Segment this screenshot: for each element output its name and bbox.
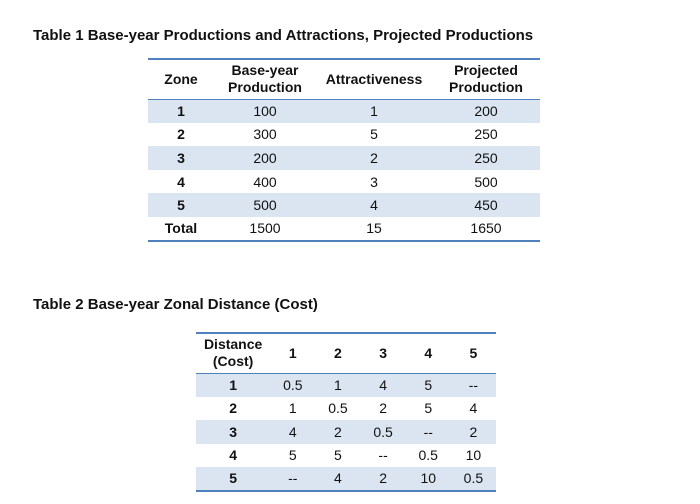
distance-cell: 0.5 xyxy=(328,400,348,417)
distance-cell: 5 xyxy=(288,447,297,464)
table-row: 1 0.5 1 4 5 -- xyxy=(196,373,496,397)
column-header: 2 xyxy=(315,333,361,374)
distance-cell: 10 xyxy=(405,467,451,492)
base-production-cell: 300 xyxy=(253,126,277,143)
distance-cell: 4 xyxy=(270,420,316,444)
projected-production-header: Projected Production xyxy=(432,59,540,100)
attractiveness-cell: 3 xyxy=(370,173,378,190)
projected-header-line1: Projected xyxy=(454,62,518,79)
attractiveness-cell: 4 xyxy=(316,193,432,217)
projected-production-cell: 250 xyxy=(432,146,540,170)
base-production-cell: 400 xyxy=(253,173,277,190)
base-production-cell: 100 xyxy=(214,99,316,123)
base-year-header-line2: Production xyxy=(228,79,302,96)
distance-cell: 5 xyxy=(334,447,342,464)
table-row: 5 500 4 450 xyxy=(148,193,540,217)
table-row: 2 300 5 250 xyxy=(148,123,540,147)
zone-cell: 1 xyxy=(148,99,214,123)
base-production-cell: 200 xyxy=(214,146,316,170)
table1-header-row: Zone Base-year Production Attractiveness… xyxy=(148,59,540,100)
distance-cell: -- xyxy=(378,447,388,464)
distance-cell: 1 xyxy=(315,373,361,397)
distance-cell: 4 xyxy=(360,373,406,397)
column-header: 5 xyxy=(450,333,496,374)
distance-cell: 0.5 xyxy=(270,373,316,397)
table-row: 1 100 1 200 xyxy=(148,99,540,123)
distance-cell: 2 xyxy=(450,420,496,444)
table-row: 3 4 2 0.5 -- 2 xyxy=(196,420,496,444)
table-row: 3 200 2 250 xyxy=(148,146,540,170)
total-base-production: 1500 xyxy=(214,216,316,242)
attractiveness-cell: 5 xyxy=(370,126,378,143)
column-header: 3 xyxy=(360,333,406,374)
column-header: 1 xyxy=(270,333,316,374)
table-row: 5 -- 4 2 10 0.5 xyxy=(196,467,496,492)
distance-cell: 5 xyxy=(424,400,433,417)
corner-header-line2: (Cost) xyxy=(212,353,254,370)
projected-production-cell: 450 xyxy=(432,193,540,217)
total-row: Total 1500 15 1650 xyxy=(148,216,540,242)
row-label: 4 xyxy=(229,447,238,464)
base-year-header-line1: Base-year xyxy=(231,62,299,79)
zone-header: Zone xyxy=(148,59,214,100)
total-label: Total xyxy=(148,216,214,242)
table-row: 2 1 0.5 2 5 4 xyxy=(196,397,496,421)
table1-caption: Table 1 Base-year Productions and Attrac… xyxy=(33,27,534,44)
base-production-cell: 500 xyxy=(214,193,316,217)
distance-cell: 0.5 xyxy=(418,447,438,464)
total-projected-production: 1650 xyxy=(432,216,540,242)
row-label: 5 xyxy=(196,467,271,492)
distance-cell: -- xyxy=(450,373,496,397)
row-label: 1 xyxy=(196,373,271,397)
distance-cell: 0.5 xyxy=(450,467,496,492)
attractiveness-cell: 1 xyxy=(316,99,432,123)
zone-cell: 3 xyxy=(148,146,214,170)
base-year-production-header: Base-year Production xyxy=(214,59,316,100)
productions-attractions-table: Zone Base-year Production Attractiveness… xyxy=(148,58,540,242)
projected-header-line2: Production xyxy=(449,79,523,96)
distance-cell: 0.5 xyxy=(360,420,406,444)
distance-cell: -- xyxy=(270,467,316,492)
distance-cell: -- xyxy=(405,420,451,444)
zone-cell: 5 xyxy=(148,193,214,217)
table-row: 4 5 5 -- 0.5 10 xyxy=(196,444,496,468)
corner-header-line1: Distance xyxy=(203,336,263,353)
distance-cell: 4 xyxy=(315,467,361,492)
distance-cost-corner-header: Distance (Cost) xyxy=(196,333,271,374)
projected-production-cell: 200 xyxy=(432,99,540,123)
row-label: 2 xyxy=(229,400,238,417)
distance-cell: 5 xyxy=(405,373,451,397)
attractiveness-header: Attractiveness xyxy=(316,59,432,100)
distance-cell: 2 xyxy=(379,400,387,417)
zone-cell: 4 xyxy=(177,173,185,190)
projected-production-cell: 500 xyxy=(474,173,498,190)
table-row: 4 400 3 500 xyxy=(148,170,540,194)
zone-cell: 2 xyxy=(177,126,185,143)
zonal-distance-table: Distance (Cost) 1 2 3 4 5 1 0.5 1 4 5 --… xyxy=(196,332,496,492)
column-header: 4 xyxy=(405,333,451,374)
distance-cell: 1 xyxy=(288,400,297,417)
projected-production-cell: 250 xyxy=(474,126,498,143)
table2-caption: Table 2 Base-year Zonal Distance (Cost) xyxy=(33,296,318,313)
distance-cell: 4 xyxy=(469,400,478,417)
total-attractiveness: 15 xyxy=(316,216,432,242)
distance-cell: 10 xyxy=(465,447,482,464)
row-label: 3 xyxy=(196,420,271,444)
distance-cell: 2 xyxy=(315,420,361,444)
distance-cell: 2 xyxy=(360,467,406,492)
table2-header-row: Distance (Cost) 1 2 3 4 5 xyxy=(196,333,496,374)
attractiveness-cell: 2 xyxy=(316,146,432,170)
